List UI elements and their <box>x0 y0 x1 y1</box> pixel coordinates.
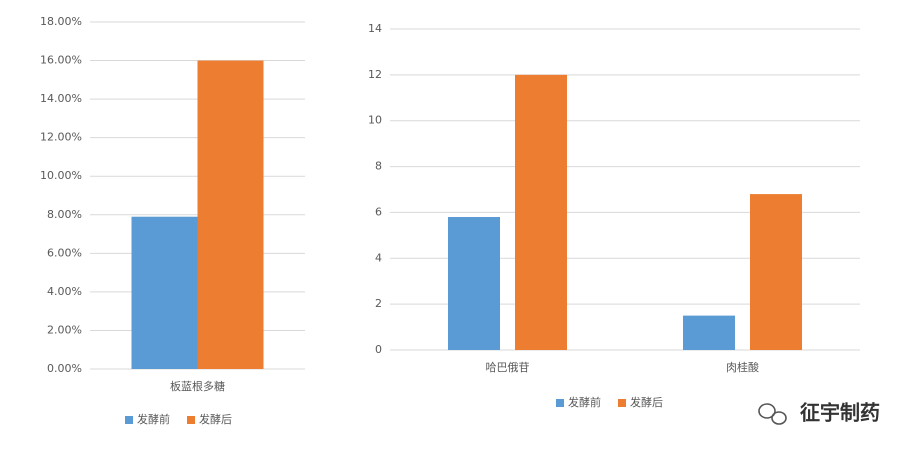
legend-swatch <box>125 416 133 424</box>
y-tick-label: 8.00% <box>47 208 82 221</box>
x-tick-label: 肉桂酸 <box>726 360 759 374</box>
legend-label: 发酵前 <box>568 395 601 409</box>
x-tick-label: 哈巴俄苷 <box>486 360 530 374</box>
bar <box>515 74 567 350</box>
y-tick-label: 18.00% <box>40 15 82 28</box>
legend-label: 发酵后 <box>199 412 232 426</box>
bar <box>750 194 802 350</box>
y-tick-label: 14.00% <box>40 92 82 105</box>
y-tick-label: 6 <box>375 205 382 218</box>
y-tick-label: 12 <box>368 68 382 81</box>
bar <box>448 217 500 350</box>
legend-swatch <box>618 399 626 407</box>
y-tick-label: 4 <box>375 251 382 264</box>
y-tick-label: 16.00% <box>40 54 82 67</box>
legend-swatch <box>556 399 564 407</box>
bar <box>131 216 198 369</box>
legend-label: 发酵后 <box>630 395 663 409</box>
watermark-icon <box>758 403 787 425</box>
x-tick-label: 板蓝根多糖 <box>170 379 225 393</box>
y-tick-label: 14 <box>368 22 382 35</box>
y-tick-label: 0 <box>375 343 382 356</box>
y-tick-label: 10.00% <box>40 169 82 182</box>
bar <box>683 315 735 350</box>
bar <box>197 60 264 370</box>
y-tick-label: 2.00% <box>47 323 82 336</box>
watermark: 征宇制药 <box>800 401 880 425</box>
y-tick-label: 6.00% <box>47 246 82 259</box>
y-tick-label: 8 <box>375 160 382 173</box>
y-tick-label: 4.00% <box>47 285 82 298</box>
y-tick-label: 10 <box>368 114 382 127</box>
y-tick-label: 12.00% <box>40 131 82 144</box>
y-tick-label: 0.00% <box>47 362 82 375</box>
legend-swatch <box>187 416 195 424</box>
y-tick-label: 2 <box>375 297 382 310</box>
legend-label: 发酵前 <box>137 412 170 426</box>
